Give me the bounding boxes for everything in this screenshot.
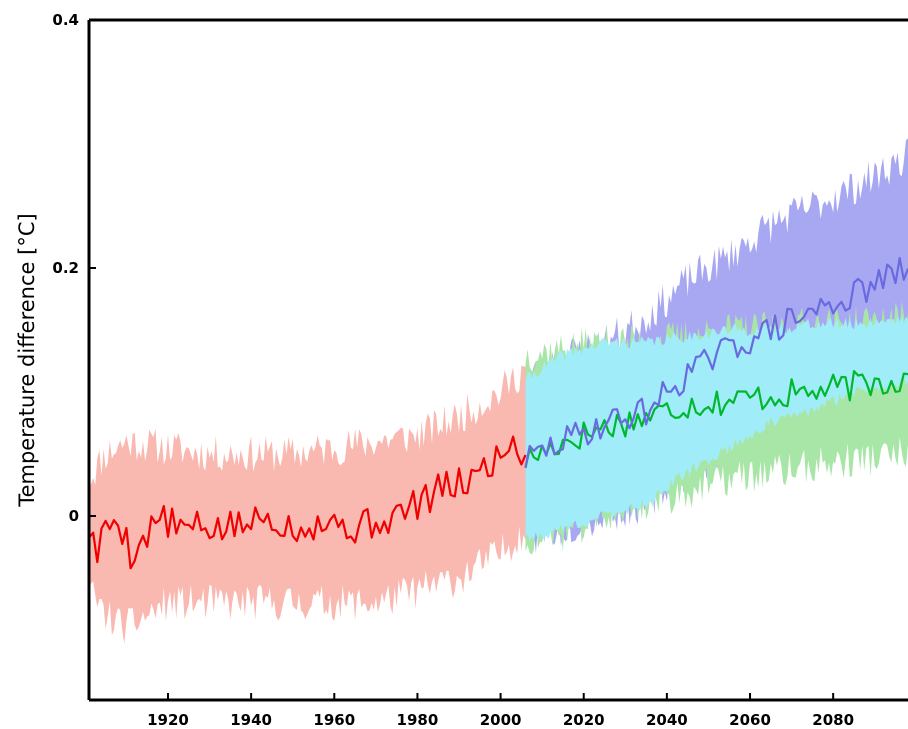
y-tick-label: 0.4 [52,11,79,29]
historical-mean-line [89,435,527,570]
x-tick-label: 2080 [812,711,854,729]
y-tick-label: 0 [69,507,79,525]
x-tick-label: 1960 [313,711,355,729]
x-tick-label: 1980 [397,711,439,729]
historical-range-band [89,365,526,645]
x-tick-label: 2060 [729,711,771,729]
x-tick-label: 1920 [147,711,189,729]
x-tick-label: 2000 [480,711,522,729]
x-tick-label: 1940 [230,711,272,729]
y-tick-label: 0.2 [52,259,79,277]
y-axis-title: Temperature difference [°C] [15,213,39,507]
scenario-overlap-band [525,315,908,542]
scenario-a-mean-line [524,257,908,468]
x-tick-label: 2020 [563,711,605,729]
scenario-b-mean-line [524,370,908,469]
x-tick-label: 2040 [646,711,688,729]
